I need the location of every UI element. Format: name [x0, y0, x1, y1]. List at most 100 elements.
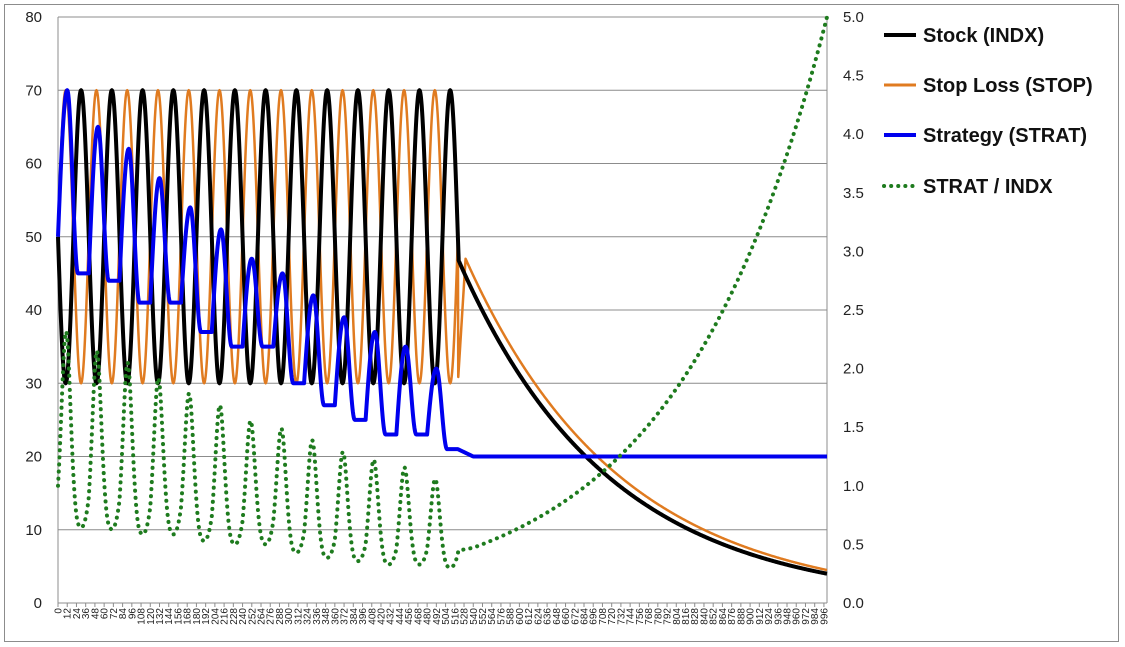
x-tick-label: 252	[247, 608, 258, 625]
y-left-tick-label: 60	[25, 156, 42, 173]
y-left-tick-label: 20	[25, 449, 42, 466]
x-tick-label: 924	[764, 608, 775, 625]
x-tick-label: 300	[284, 608, 295, 625]
x-tick-label: 804	[672, 608, 683, 625]
x-tick-label: 888	[736, 608, 747, 625]
x-tick-label: 144	[164, 608, 175, 625]
x-tick-label: 564	[487, 608, 498, 625]
series-layer	[56, 15, 829, 576]
x-tick-label: 576	[496, 608, 507, 625]
x-tick-label: 36	[81, 608, 92, 620]
x-tick-label: 984	[810, 608, 821, 625]
x-tick-label: 912	[755, 608, 766, 625]
x-tick-label: 708	[598, 608, 609, 625]
x-tick-label: 372	[340, 608, 351, 625]
y-left-tick-label: 30	[25, 375, 42, 392]
x-tick-label: 12	[63, 608, 74, 620]
x-tick-label: 24	[72, 608, 83, 620]
x-tick-label: 456	[404, 608, 415, 625]
x-tick-label: 840	[699, 608, 710, 625]
x-tick-label: 660	[561, 608, 572, 625]
y-left-tick-label: 10	[25, 522, 42, 539]
y-right-tick-label: 0.0	[843, 595, 864, 612]
x-tick-label: 228	[229, 608, 240, 625]
x-tick-label: 600	[515, 608, 526, 625]
x-tick-label: 420	[376, 608, 387, 625]
x-tick-label: 936	[773, 608, 784, 625]
axis-layer: 010203040506070800.00.51.01.52.02.53.03.…	[25, 9, 864, 625]
x-tick-label: 468	[413, 608, 424, 625]
y-left-tick-label: 50	[25, 229, 42, 246]
x-tick-label: 852	[709, 608, 720, 625]
y-right-tick-label: 4.0	[843, 126, 864, 143]
x-tick-label: 588	[506, 608, 517, 625]
legend-item: Stock (INDX)	[884, 25, 1044, 47]
x-tick-label: 828	[690, 608, 701, 625]
y-right-tick-label: 1.0	[843, 478, 864, 495]
x-tick-label: 684	[579, 608, 590, 625]
x-tick-label: 744	[626, 608, 637, 625]
y-right-tick-label: 5.0	[843, 9, 864, 26]
y-right-tick-label: 2.0	[843, 361, 864, 378]
legend-item: STRAT / INDX	[882, 176, 1053, 198]
x-tick-label: 972	[801, 608, 812, 625]
x-tick-label: 900	[746, 608, 757, 625]
x-tick-label: 156	[173, 608, 184, 625]
legend-label: STRAT / INDX	[923, 176, 1053, 198]
x-tick-label: 540	[469, 608, 480, 625]
legend-item: Strategy (STRAT)	[884, 125, 1087, 147]
y-right-tick-label: 1.5	[843, 419, 864, 436]
x-tick-label: 492	[432, 608, 443, 625]
x-tick-label: 108	[137, 608, 148, 625]
x-tick-label: 444	[395, 608, 406, 625]
x-tick-label: 204	[210, 608, 221, 625]
x-tick-label: 480	[423, 608, 434, 625]
y-right-tick-label: 2.5	[843, 302, 864, 319]
x-tick-label: 84	[118, 608, 129, 620]
x-tick-label: 816	[681, 608, 692, 625]
x-tick-label: 756	[635, 608, 646, 625]
y-right-tick-label: 3.5	[843, 185, 864, 202]
y-left-tick-label: 0	[34, 595, 42, 612]
legend-label: Stock (INDX)	[923, 25, 1044, 47]
y-left-tick-label: 40	[25, 302, 42, 319]
x-tick-label: 0	[54, 608, 65, 614]
x-tick-label: 408	[367, 608, 378, 625]
legend: Stock (INDX) Stop Loss (STOP) Strategy (ST…	[882, 25, 1093, 198]
x-tick-label: 504	[441, 608, 452, 625]
x-tick-label: 432	[386, 608, 397, 625]
series-line-strat-indx-ratio	[56, 15, 829, 570]
legend-label: Stop Loss (STOP)	[923, 75, 1093, 97]
x-tick-label: 996	[819, 608, 830, 625]
x-tick-label: 516	[450, 608, 461, 625]
x-tick-label: 288	[275, 608, 286, 625]
chart-frame	[4, 4, 1119, 642]
x-tick-label: 48	[90, 608, 101, 620]
legend-item: Stop Loss (STOP)	[884, 75, 1093, 97]
x-tick-label: 348	[321, 608, 332, 625]
x-tick-label: 192	[201, 608, 212, 625]
x-tick-label: 96	[127, 608, 138, 620]
x-tick-label: 864	[718, 608, 729, 625]
x-tick-label: 528	[460, 608, 471, 625]
x-tick-label: 780	[653, 608, 664, 625]
y-right-tick-label: 3.0	[843, 243, 864, 260]
x-tick-label: 396	[358, 608, 369, 625]
x-tick-label: 216	[220, 608, 231, 625]
y-left-tick-label: 80	[25, 9, 42, 26]
x-tick-label: 636	[543, 608, 554, 625]
series-line-stock	[56, 88, 829, 576]
y-left-tick-label: 70	[25, 82, 42, 99]
x-tick-label: 324	[303, 608, 314, 625]
x-tick-label: 612	[524, 608, 535, 625]
x-tick-label: 552	[478, 608, 489, 625]
x-tick-label: 876	[727, 608, 738, 625]
y-right-tick-label: 4.5	[843, 68, 864, 85]
x-tick-label: 960	[792, 608, 803, 625]
series-line-strategy	[56, 88, 829, 459]
x-tick-label: 732	[616, 608, 627, 625]
x-tick-label: 120	[146, 608, 157, 625]
x-tick-label: 360	[330, 608, 341, 625]
x-tick-label: 168	[183, 608, 194, 625]
